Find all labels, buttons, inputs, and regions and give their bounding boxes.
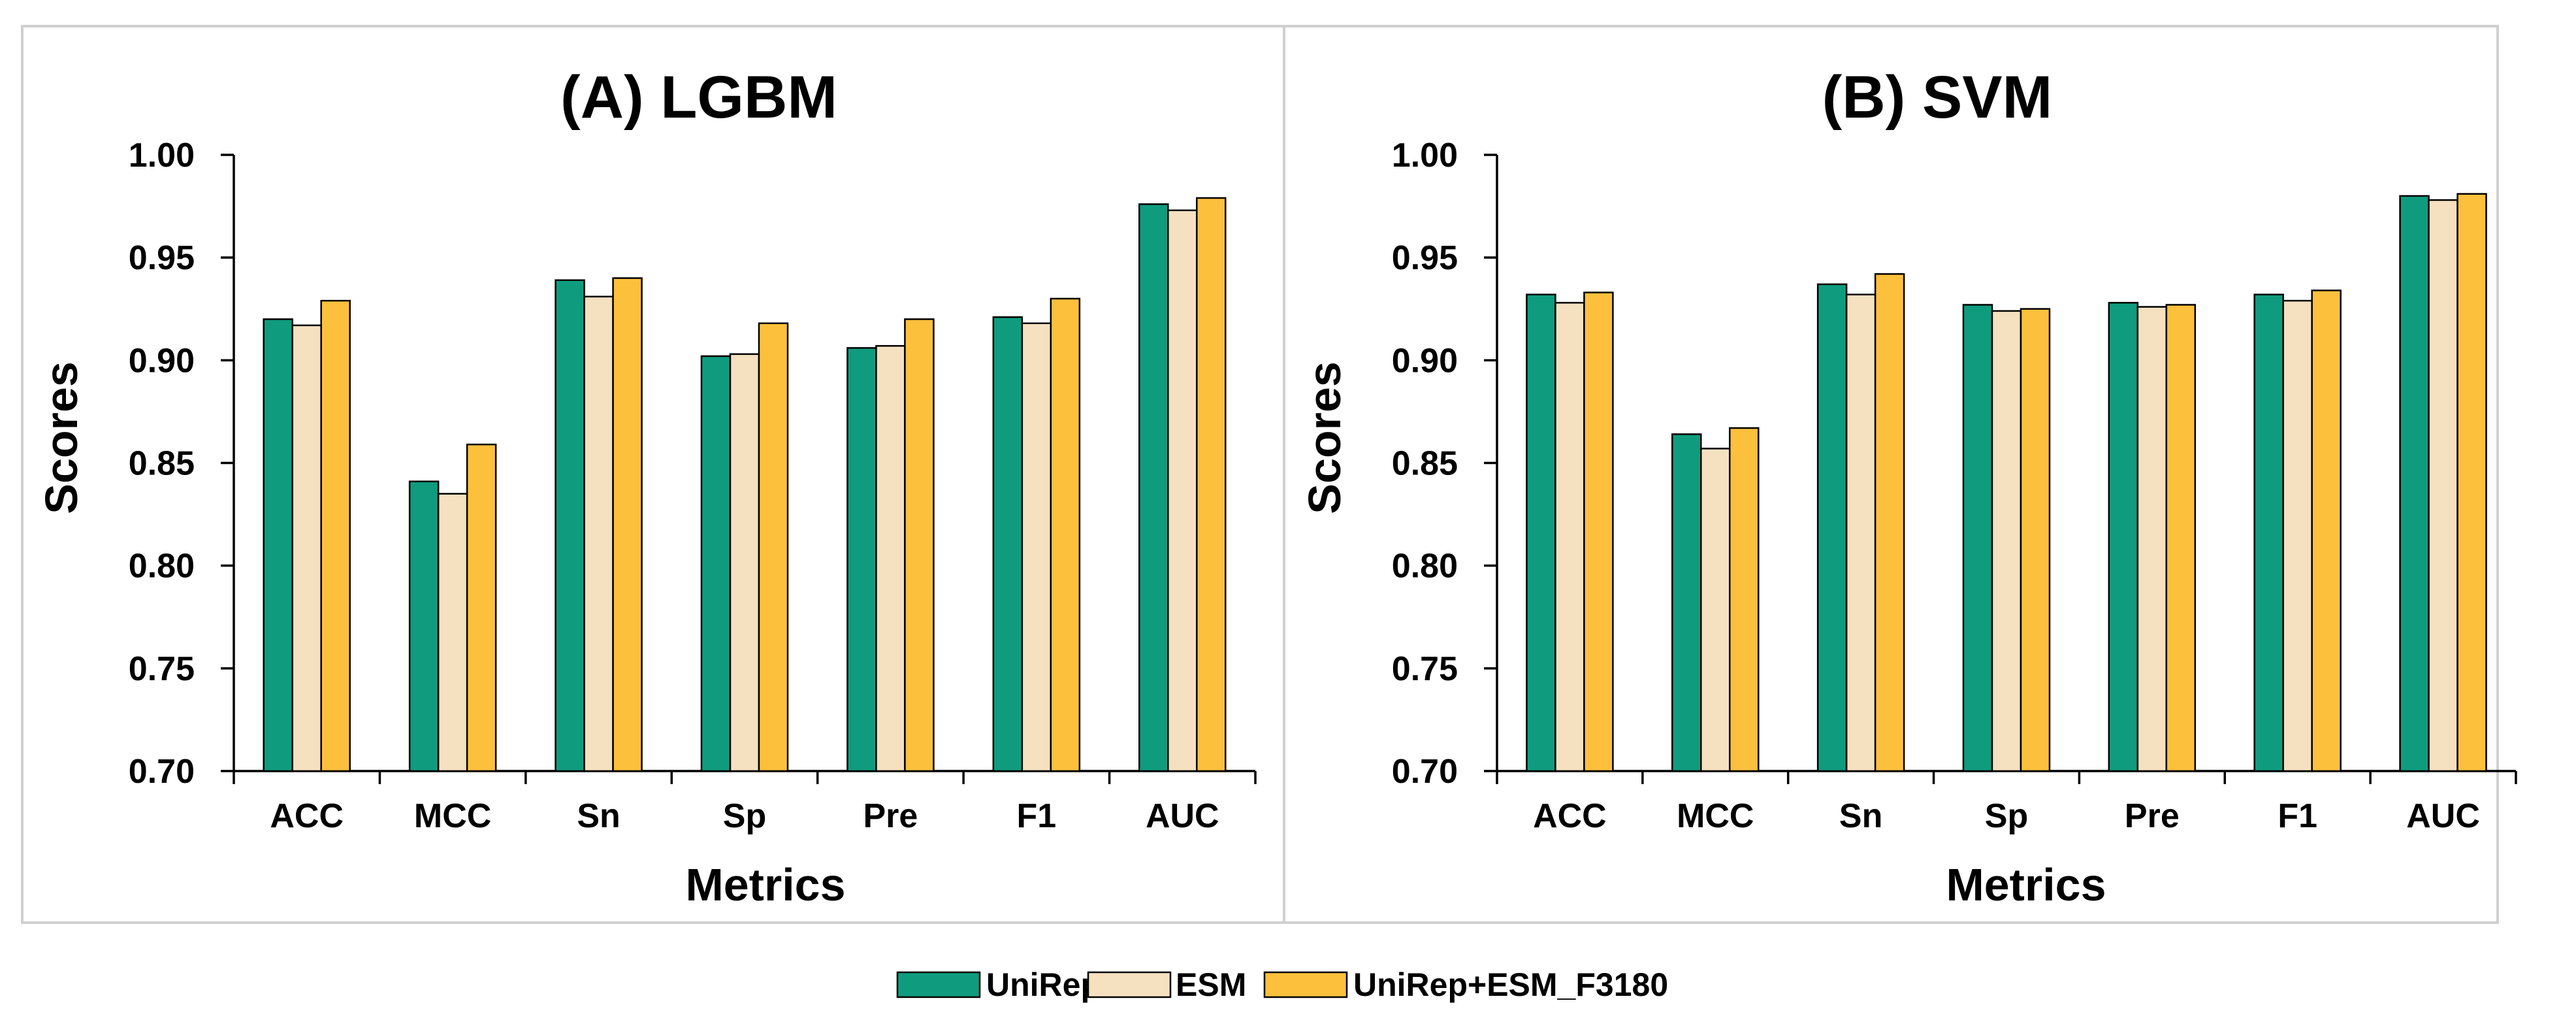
panel-b-x-tick-label-pre: Pre	[2125, 797, 2180, 835]
panel-a-bar-f1-unirep-esm-f3180	[1050, 297, 1081, 772]
panel-b-bar-sp-esm	[1991, 310, 2022, 772]
panel-a-x-tick-label-sp: Sp	[723, 797, 766, 835]
panel-b-y-tick-label: 1.00	[1392, 137, 1458, 174]
panel-b-bar-mcc-esm	[1700, 448, 1731, 772]
panel-b-x-tick-label-auc: AUC	[2406, 797, 2480, 835]
panel-b-bar-f1-esm	[2282, 299, 2313, 772]
panel-a-bar-pre-esm	[875, 345, 906, 772]
panel-a-bar-mcc-unirep	[408, 480, 440, 772]
panel-a-bar-sn-unirep-esm-f3180	[612, 277, 643, 772]
panel-b-bar-f1-unirep-esm-f3180	[2311, 289, 2342, 772]
panel-b-x-axis-label: Metrics	[1946, 859, 2106, 910]
panel-a-bar-sp-unirep-esm-f3180	[758, 322, 789, 772]
panel-b-bar-sn-esm	[1845, 293, 1876, 772]
panel-b-x-tick-label-sp: Sp	[1985, 797, 2028, 835]
panel-a-bar-mcc-esm	[437, 493, 468, 772]
panel-a-bar-pre-unirep-esm-f3180	[904, 318, 935, 772]
panel-a-bar-f1-esm	[1021, 322, 1052, 772]
panel-a-bar-acc-unirep	[263, 318, 293, 772]
panel-b-y-tick-label: 0.80	[1392, 548, 1458, 585]
panel-b-x-tick-label-acc: ACC	[1533, 797, 1607, 835]
panel-a-x-axis-label: Metrics	[685, 859, 845, 910]
panel-a-bar-auc-esm	[1167, 209, 1198, 772]
panel-a-y-tick-label: 0.95	[129, 239, 195, 277]
panel-b-y-tick-label: 0.90	[1392, 342, 1458, 380]
panel-b-frame	[1283, 25, 2499, 924]
legend-label-esm: ESM	[1176, 966, 1246, 1003]
legend-entry-esm: ESM	[1087, 966, 1246, 1003]
panel-a-y-axis-label: Scores	[36, 361, 87, 514]
panel-a-x-tick-label-auc: AUC	[1146, 797, 1219, 835]
panel-b-bar-pre-unirep	[2108, 302, 2139, 772]
panel-a: (A) LGBM Scores Metrics 0.70 0.75 0.80 0.85…	[21, 25, 1285, 924]
panel-a-x-tick-label-acc: ACC	[270, 797, 344, 835]
panel-b-y-axis-label: Scores	[1299, 361, 1350, 514]
panel-b-bar-sp-unirep-esm-f3180	[2020, 308, 2051, 772]
panel-b-x-tick-label-sn: Sn	[1839, 797, 1882, 835]
panel-a-bar-pre-unirep	[846, 347, 877, 772]
panel-b-y-tick-label: 0.95	[1392, 239, 1458, 277]
panel-b-bar-acc-unirep-esm-f3180	[1583, 291, 1614, 772]
panel-b-y-tick-label: 0.85	[1392, 445, 1458, 483]
panel-a-bar-sn-unirep	[555, 279, 585, 772]
panel-b-bar-pre-esm	[2136, 306, 2168, 772]
panel-a-y-tick-label: 0.80	[129, 548, 195, 585]
panel-a-bar-auc-unirep-esm-f3180	[1196, 197, 1227, 772]
panel-a-bar-sn-esm	[583, 295, 614, 772]
panel-a-bar-sp-esm	[729, 353, 760, 772]
legend-label-unirep-esm-f3180: UniRep+ESM_F3180	[1353, 966, 1668, 1003]
panel-a-bar-f1-unirep	[992, 316, 1023, 772]
panel-a-bar-acc-unirep-esm-f3180	[320, 299, 351, 772]
panel-b-bar-auc-unirep-esm-f3180	[2456, 193, 2487, 772]
panel-a-x-tick-label-pre: Pre	[863, 797, 918, 835]
panel-a-x-tick-label-mcc: MCC	[414, 797, 491, 835]
panel-a-bar-mcc-unirep-esm-f3180	[466, 443, 497, 772]
panel-a-y-tick-label: 0.70	[129, 753, 195, 791]
legend: UniRep ESM UniRep+ESM_F3180	[896, 966, 1668, 1003]
legend-swatch-esm	[1087, 971, 1172, 998]
panel-a-title: (A) LGBM	[560, 64, 837, 131]
panel-a-y-tick-label: 0.90	[129, 342, 195, 380]
panel-a-bar-acc-esm	[291, 324, 322, 772]
panel-b-bar-auc-esm	[2428, 199, 2458, 772]
panel-b-y-tick-label: 0.75	[1392, 650, 1458, 688]
panel-b-bar-auc-unirep	[2399, 195, 2430, 772]
panel-a-y-tick-label: 0.85	[129, 445, 195, 483]
legend-swatch-unirep-esm-f3180	[1263, 971, 1348, 998]
panel-b-bar-sn-unirep-esm-f3180	[1874, 273, 1905, 772]
legend-entry-unirep: UniRep	[896, 966, 1101, 1003]
panel-b-y-tick-label: 0.70	[1392, 753, 1458, 791]
panel-b-bar-mcc-unirep-esm-f3180	[1729, 427, 1760, 772]
panel-a-frame	[21, 25, 1285, 924]
panel-b-bar-pre-unirep-esm-f3180	[2165, 304, 2197, 772]
panel-b-x-tick-label-f1: F1	[2278, 797, 2317, 835]
panel-b-bar-acc-esm	[1554, 302, 1585, 772]
panel-b: (B) SVM Scores Metrics 0.700.750.800.850…	[1283, 25, 2517, 924]
panel-a-bar-sp-unirep	[700, 355, 732, 772]
panel-a-plot: 0.70 0.75 0.80 0.85 0.90 0.95 1.00 ACC MCC Sn Sp Pr…	[129, 137, 1257, 835]
panel-b-plot: 0.70 0.75 0.80 0.85 0.90 0.95 1.00 ACC MCC Sn Sp Pr…	[1392, 137, 2517, 835]
panel-b-bar-sp-unirep	[1962, 304, 1993, 772]
panel-a-y-tick-label: 1.00	[129, 137, 195, 174]
panel-b-title: (B) SVM	[1822, 64, 2053, 131]
panel-a-x-tick-label-sn: Sn	[577, 797, 620, 835]
panel-a-x-tick-label-f1: F1	[1017, 797, 1057, 835]
panel-a-bar-auc-unirep	[1138, 203, 1169, 772]
legend-entry-unirep-esm-f3180: UniRep+ESM_F3180	[1263, 966, 1668, 1003]
panel-b-bar-acc-unirep	[1526, 293, 1556, 772]
legend-label-unirep: UniRep	[986, 966, 1101, 1003]
panel-a-y-tick-label: 0.75	[129, 650, 195, 688]
legend-swatch-unirep	[896, 971, 981, 998]
panel-b-bar-f1-unirep	[2253, 293, 2284, 772]
panel-b-x-tick-label-mcc: MCC	[1677, 797, 1754, 835]
panel-b-bar-sn-unirep	[1816, 283, 1848, 772]
panel-b-bar-mcc-unirep	[1671, 433, 1702, 772]
